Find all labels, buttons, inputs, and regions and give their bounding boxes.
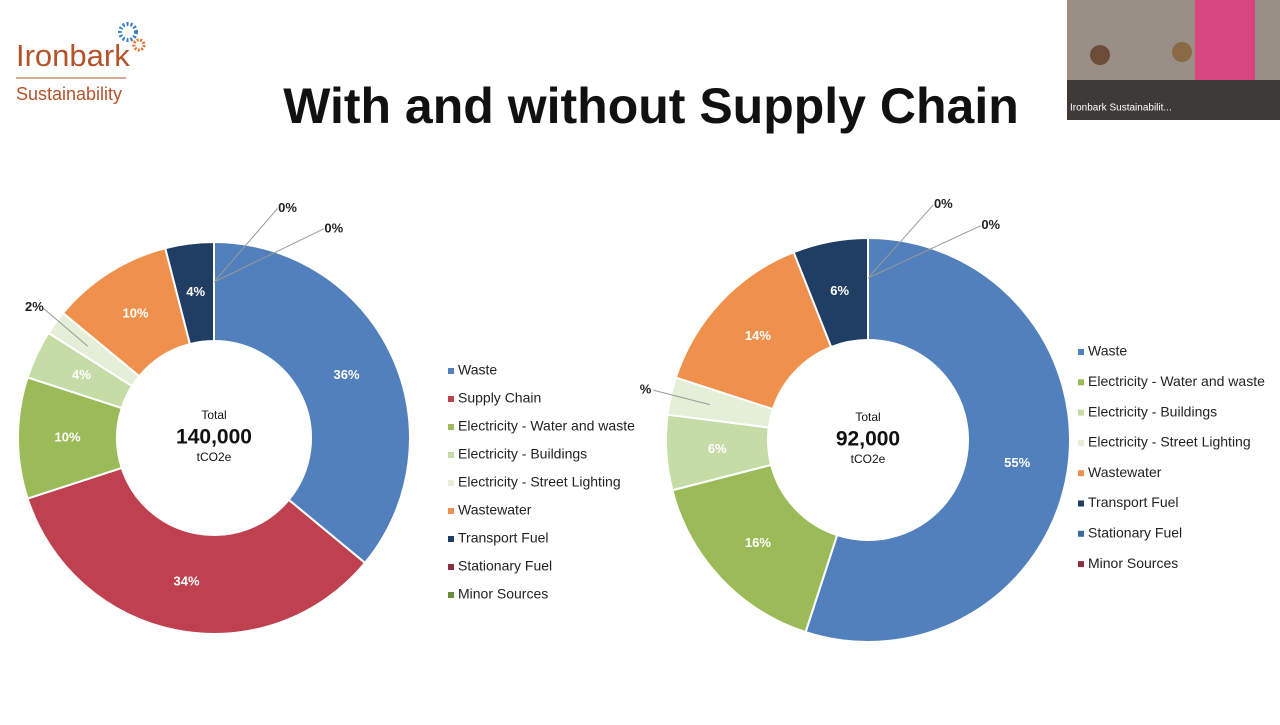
legend-swatch xyxy=(1078,530,1084,537)
center-text: tCO2e xyxy=(197,450,232,464)
donut-segment xyxy=(213,240,411,565)
legend-swatch xyxy=(448,536,454,542)
legend-swatch xyxy=(1078,561,1084,568)
data-label: 0% xyxy=(278,200,297,215)
legend-label: Wastewater xyxy=(1088,464,1162,480)
legend-swatch xyxy=(1078,439,1084,446)
legend-label: Electricity - Street Lighting xyxy=(1088,434,1251,450)
legend-label: Minor Sources xyxy=(458,586,548,602)
donut-segment xyxy=(671,463,839,634)
legend-label: Electricity - Buildings xyxy=(1088,403,1217,419)
legend-label: Wastewater xyxy=(458,502,532,518)
data-label: 34% xyxy=(174,573,200,588)
leader-line xyxy=(653,389,711,406)
legend-label: Supply Chain xyxy=(458,390,541,406)
legend-swatch xyxy=(448,368,454,374)
data-label: 10% xyxy=(54,429,80,444)
legend-swatch xyxy=(1078,349,1084,355)
legend-label: Electricity - Buildings xyxy=(458,446,587,462)
center-text: 140,000 xyxy=(176,426,252,449)
center-text: Total xyxy=(855,410,880,424)
legend-swatch xyxy=(448,480,454,486)
data-label: 4% xyxy=(72,367,91,382)
data-label: 6% xyxy=(708,441,727,456)
legend-swatch xyxy=(448,396,454,402)
data-label: 36% xyxy=(334,367,360,382)
legend-label: Stationary Fuel xyxy=(458,558,552,574)
logo-tagline: Sustainability xyxy=(16,84,122,104)
video-caption: Ironbark Sustainabilit... xyxy=(1070,103,1172,114)
logo: Ironbark Sustainability xyxy=(16,22,146,104)
legend-swatch xyxy=(1078,500,1084,507)
legend-label: Minor Sources xyxy=(1088,555,1178,571)
data-label: 0% xyxy=(934,196,953,211)
logo-name: Ironbark xyxy=(16,38,130,73)
data-label: 0% xyxy=(981,217,1000,232)
video-thumbnail: Ironbark Sustainabilit... xyxy=(1067,0,1280,120)
data-label: 0% xyxy=(324,220,343,235)
video-person xyxy=(1090,45,1110,65)
logo-icon xyxy=(118,22,138,42)
legend-label: Transport Fuel xyxy=(1088,494,1179,510)
data-label: 10% xyxy=(122,306,148,321)
logo-icon xyxy=(132,38,146,52)
legend-label: Transport Fuel xyxy=(458,530,549,546)
leader-line xyxy=(42,307,89,347)
data-label: 55% xyxy=(1004,455,1030,470)
legend-label: Electricity - Water and waste xyxy=(458,418,635,434)
legend-swatch xyxy=(448,564,454,570)
legend-label: Stationary Fuel xyxy=(1088,525,1182,541)
legend-swatch xyxy=(1078,470,1084,477)
center-text: tCO2e xyxy=(851,452,886,466)
data-label: 14% xyxy=(745,328,771,343)
donut-segment xyxy=(804,236,1071,643)
legend-swatch xyxy=(448,508,454,514)
legend-swatch xyxy=(1078,379,1084,386)
leader-line xyxy=(867,204,934,279)
legend-label: Electricity - Street Lighting xyxy=(458,474,621,490)
data-label: 2% xyxy=(25,299,44,314)
legend-swatch xyxy=(448,592,454,598)
data-label: 16% xyxy=(745,535,771,550)
legend-swatch xyxy=(1078,409,1084,416)
data-label: 6% xyxy=(830,283,849,298)
video-person xyxy=(1172,42,1192,62)
center-text: 92,000 xyxy=(836,428,900,451)
data-label: % xyxy=(640,382,652,397)
legend-label: Waste xyxy=(1088,343,1127,359)
legend-label: Electricity - Water and waste xyxy=(1088,373,1265,389)
leader-line xyxy=(867,225,981,279)
video-desk xyxy=(1067,80,1280,120)
leader-line xyxy=(213,228,324,283)
legend-label: Waste xyxy=(458,362,497,378)
center-text: Total xyxy=(201,408,226,422)
donut-segment xyxy=(674,250,833,411)
data-label: 4% xyxy=(186,284,205,299)
leader-line xyxy=(213,208,278,283)
legend-swatch xyxy=(448,452,454,458)
slide-title: With and without Supply Chain xyxy=(283,78,1019,134)
donut-segment xyxy=(26,466,367,635)
legend-swatch xyxy=(448,424,454,430)
